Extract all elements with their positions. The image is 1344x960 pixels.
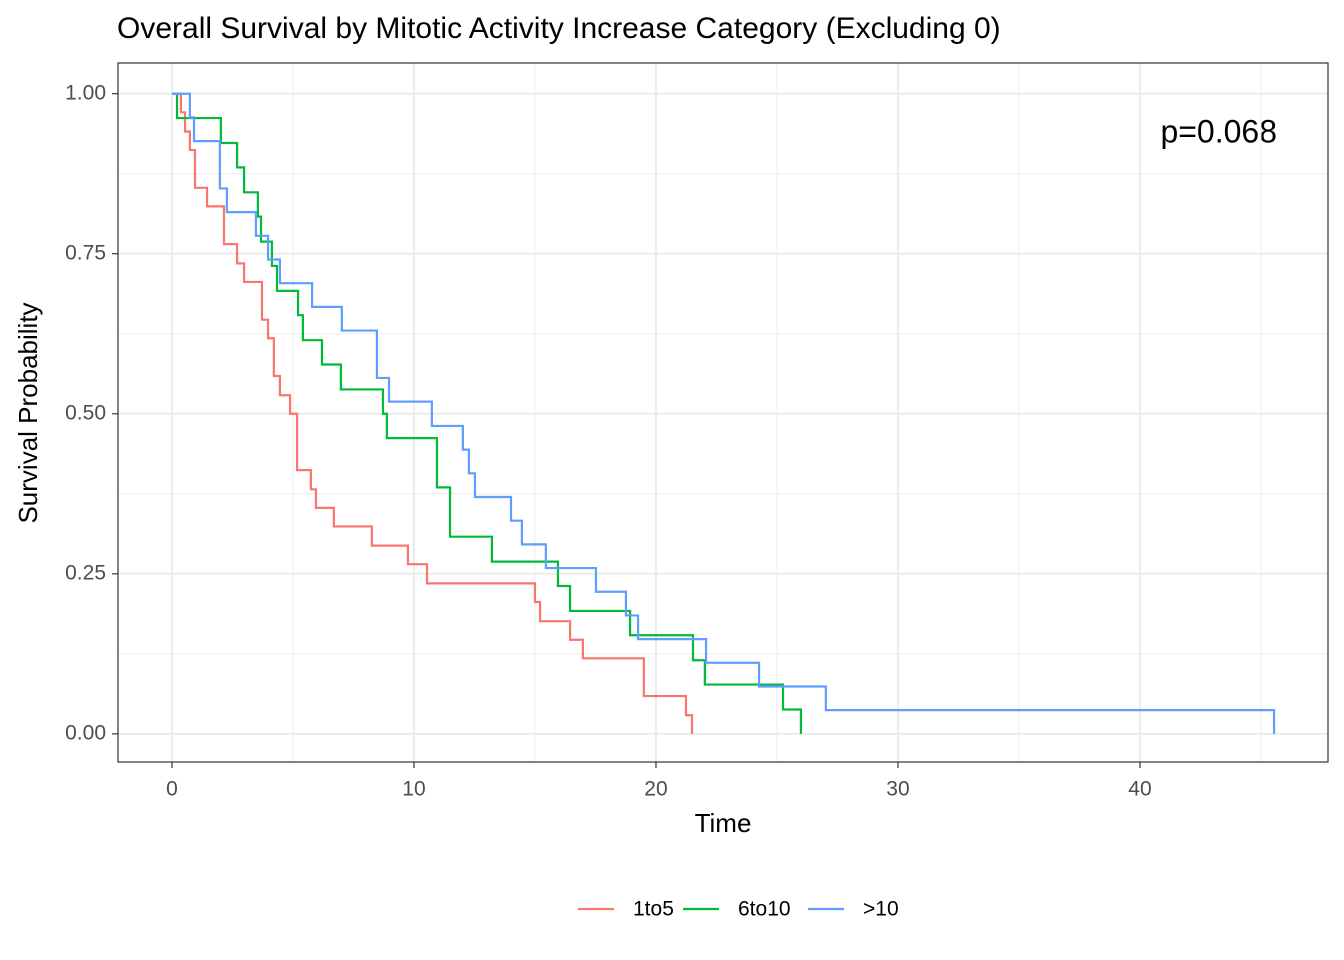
- survival-curve: [171, 92, 803, 734]
- x-tick-label: 30: [886, 778, 909, 801]
- y-tick-label: 0.75: [65, 241, 106, 264]
- plot-border: [117, 62, 1329, 763]
- p-value-annotation: p=0.068: [1160, 113, 1277, 149]
- chart-title: Overall Survival by Mitotic Activity Inc…: [117, 12, 1001, 45]
- y-tick-label: 0.25: [65, 561, 106, 584]
- y-tick-label: 0.50: [65, 401, 106, 424]
- survival-curve: [171, 92, 694, 734]
- y-tick-label: 0.00: [65, 721, 106, 744]
- survival-curve: [171, 92, 1276, 734]
- legend-label: 6to10: [738, 898, 791, 921]
- x-tick-label: 40: [1128, 778, 1151, 801]
- y-tick-label: 1.00: [65, 81, 106, 104]
- legend-label: >10: [863, 898, 899, 921]
- legend: 1to5 6to10 >10: [578, 898, 899, 921]
- x-tick-label: 20: [644, 778, 667, 801]
- x-tick-label: 0: [166, 778, 178, 801]
- x-axis-label: Time: [695, 808, 752, 838]
- legend-label: 1to5: [633, 898, 674, 921]
- y-axis-label: Survival Probability: [13, 302, 43, 523]
- x-tick-label: 10: [402, 778, 425, 801]
